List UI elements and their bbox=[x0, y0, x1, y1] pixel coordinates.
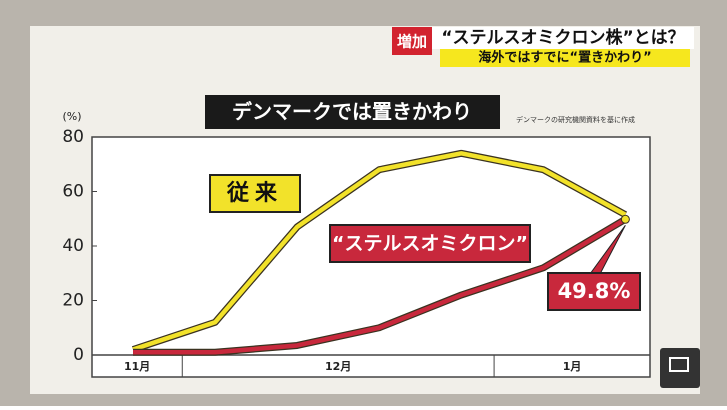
badge-box bbox=[392, 27, 432, 55]
y-tick-label: 80 bbox=[62, 127, 84, 147]
headline-box bbox=[432, 27, 694, 49]
source: デンマークの研究機関資料を基に作成 bbox=[516, 115, 635, 124]
chart-title: デンマークでは置きかわり bbox=[232, 100, 472, 124]
title-box bbox=[205, 95, 500, 129]
y-tick-label: 20 bbox=[62, 291, 84, 311]
x-group-label: 11月 bbox=[124, 360, 150, 373]
icon[interactable] bbox=[660, 348, 700, 388]
end-point bbox=[620, 214, 630, 224]
y-tick-label: 0 bbox=[73, 345, 84, 365]
x-group-label: 1月 bbox=[563, 360, 582, 373]
value-label: 49.8% bbox=[558, 279, 631, 303]
badge: 増加 bbox=[397, 33, 427, 51]
y-axis-label: (%) bbox=[62, 110, 81, 123]
legend-label: “ステルスオミクロン” bbox=[332, 233, 528, 255]
headline: “ステルスオミクロン株”とは？ bbox=[441, 27, 684, 48]
legend-label: 従来 bbox=[226, 180, 283, 206]
value-label-box bbox=[547, 272, 641, 311]
line bbox=[132, 151, 627, 352]
line bbox=[133, 217, 627, 355]
legend-box bbox=[209, 174, 301, 213]
x-group-label: 12月 bbox=[325, 360, 351, 373]
subline-box bbox=[440, 49, 690, 67]
icon-glyph bbox=[669, 357, 689, 372]
legend-box bbox=[329, 224, 531, 263]
y-tick-label: 60 bbox=[62, 182, 84, 202]
y-tick-label: 40 bbox=[62, 236, 84, 256]
subline: 海外ではすでに“置きかわり” bbox=[478, 50, 651, 66]
